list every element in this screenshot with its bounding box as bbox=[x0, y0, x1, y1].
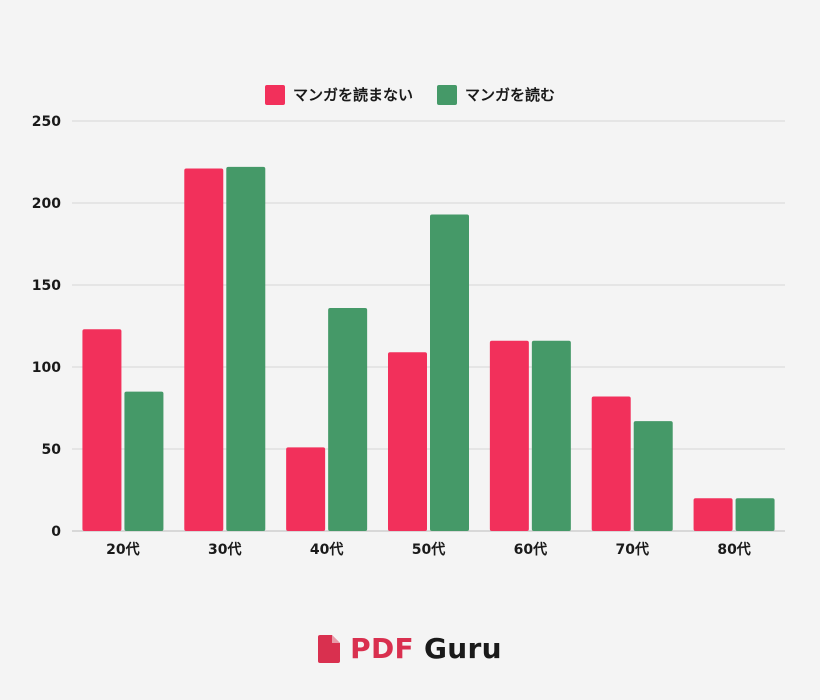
bar-no-manga bbox=[591, 396, 631, 531]
x-tick-label: 40代 bbox=[310, 541, 343, 558]
x-tick-label: 60代 bbox=[514, 541, 547, 558]
y-tick-label: 150 bbox=[32, 278, 61, 294]
bar-no-manga bbox=[184, 168, 224, 531]
legend-swatch-manga bbox=[437, 84, 457, 105]
bar-manga bbox=[226, 166, 266, 532]
bar-no-manga bbox=[286, 447, 326, 531]
y-tick-label: 0 bbox=[51, 524, 61, 540]
bar-manga bbox=[430, 214, 469, 532]
bar-no-manga bbox=[388, 352, 427, 531]
bar-no-manga bbox=[693, 498, 733, 531]
legend: マンガを読まない マンガを読む bbox=[0, 84, 820, 105]
bar-manga bbox=[328, 307, 368, 531]
bar-manga bbox=[633, 421, 673, 531]
bar-manga bbox=[735, 498, 775, 531]
bar-no-manga bbox=[82, 329, 122, 531]
x-tick-label: 70代 bbox=[615, 541, 648, 558]
y-tick-label: 50 bbox=[42, 442, 62, 458]
bar-manga bbox=[124, 391, 164, 531]
brand-guru-text: Guru bbox=[423, 632, 502, 665]
legend-item-manga: マンガを読む bbox=[437, 84, 555, 105]
legend-swatch-no-manga bbox=[264, 84, 285, 105]
y-tick-label: 250 bbox=[32, 114, 61, 130]
y-tick-label: 100 bbox=[32, 360, 61, 376]
y-tick-label: 200 bbox=[32, 196, 61, 212]
x-tick-label: 50代 bbox=[412, 541, 445, 558]
brand-pdf-text: PDF bbox=[350, 632, 414, 665]
x-tick-label: 20代 bbox=[106, 541, 139, 558]
x-tick-label: 30代 bbox=[208, 541, 241, 558]
legend-label-manga: マンガを読む bbox=[465, 86, 556, 104]
bar-no-manga bbox=[489, 340, 529, 531]
legend-label-no-manga: マンガを読まない bbox=[292, 86, 413, 104]
bar-chart: 0 50 100 150 200 250 20代 30代 40代 50代 60代 70代 80代 bbox=[32, 114, 785, 558]
legend-item-no-manga: マンガを読まない bbox=[264, 84, 413, 105]
brand-logo: PDF Guru bbox=[0, 632, 820, 665]
document-icon bbox=[318, 634, 341, 663]
x-tick-label: 80代 bbox=[717, 541, 750, 558]
bar-manga bbox=[531, 340, 571, 531]
